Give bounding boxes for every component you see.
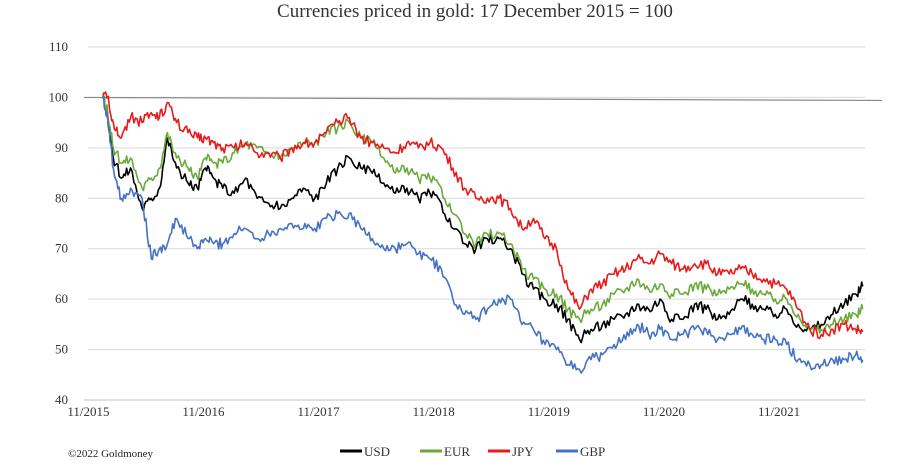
y-axis: 40 50 60 70 80 90 100 110 [49, 39, 69, 407]
legend-label-gbp: GBP [580, 444, 605, 459]
y-tick-label: 100 [49, 89, 69, 104]
series-line-gbp [102, 95, 864, 374]
y-tick-label: 90 [55, 140, 68, 155]
copyright-text: ©2022 Goldmoney [68, 448, 154, 460]
x-tick-label: 11/2020 [643, 404, 685, 419]
y-tick-label: 70 [55, 241, 68, 256]
x-axis: 11/2015 11/2016 11/2017 11/2018 11/2019 11/20… [67, 399, 865, 419]
x-tick-label: 11/2018 [413, 404, 455, 419]
y-tick-label: 80 [55, 190, 68, 205]
y-tick-label: 110 [49, 39, 68, 54]
y-tick-label: 40 [55, 392, 68, 407]
y-tick-label: 50 [55, 342, 68, 357]
legend-label-usd: USD [364, 444, 390, 459]
series-lines [102, 91, 864, 374]
y-tick-label: 60 [55, 291, 68, 306]
x-tick-label: 11/2016 [182, 404, 225, 419]
chart-title: Currencies priced in gold: 17 December 2… [277, 1, 673, 22]
reference-line-100 [83, 96, 883, 102]
x-tick-label: 11/2021 [758, 404, 800, 419]
x-tick-label: 11/2017 [298, 404, 341, 419]
legend: USD EUR JPY GBP [340, 444, 605, 459]
series-line-jpy [102, 91, 864, 340]
x-tick-label: 11/2019 [528, 404, 570, 419]
series-line-usd [102, 97, 864, 344]
reference-line [83, 96, 883, 102]
series-line-eur [102, 95, 864, 334]
legend-label-jpy: JPY [512, 444, 534, 459]
x-tick-label: 11/2015 [67, 404, 109, 419]
legend-label-eur: EUR [444, 444, 470, 459]
